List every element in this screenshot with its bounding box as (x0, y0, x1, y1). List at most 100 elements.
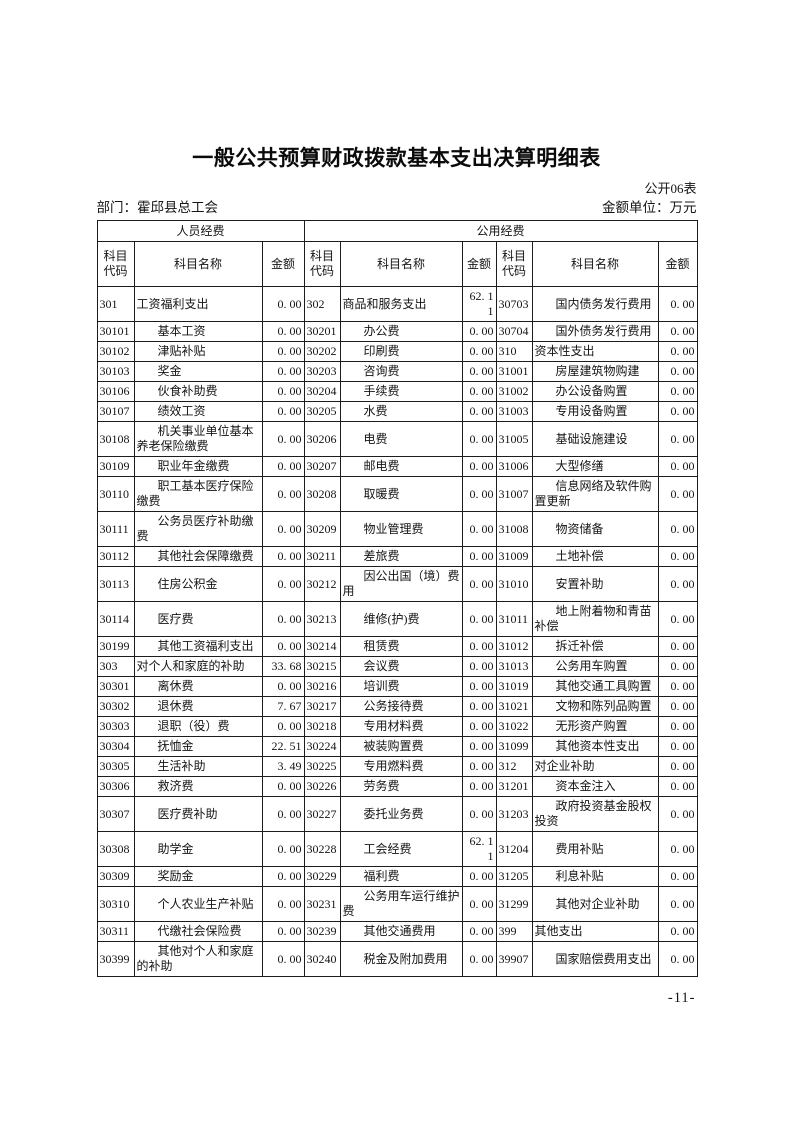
table-row: 30102 津贴补贴 0. 00 30202 印刷费 0. 00 310 资本性支出 0. 00 (96, 341, 698, 362)
column-header-subject-name: 科目名称 (339, 241, 463, 287)
subject-code-cell: 31203 (495, 796, 533, 832)
subject-name-cell: 其他工资福利支出 (133, 636, 263, 657)
amount-cell: 0. 00 (657, 421, 698, 457)
subject-code-cell: 31299 (495, 886, 533, 922)
table-row: 30302 退休费 7. 67 30217 公务接待费 0. 00 31021 文物和陈列品购… (96, 696, 698, 717)
subject-name-cell: 其他交通费用 (339, 921, 463, 942)
subject-code-cell: 31021 (495, 696, 533, 717)
subject-name-cell: 公务用车购置 (531, 656, 659, 677)
table-row: 30110 职工基本医疗保险缴费 0. 00 30208 取暖费 0. 00 31007 信息… (96, 476, 698, 512)
subject-name-cell: 信息网络及软件购置更新 (531, 476, 659, 512)
amount-cell: 0. 00 (657, 886, 698, 922)
subject-code-cell: 30108 (96, 421, 135, 457)
table-row: 30106 伙食补助费 0. 00 30204 手续费 0. 00 31002 办公设备购置 0… (96, 381, 698, 402)
amount-cell: 0. 00 (657, 921, 698, 942)
subject-name-cell: 办公设备购置 (531, 381, 659, 402)
table-row: 30307 医疗费补助 0. 00 30227 委托业务费 0. 00 31203 政府投资基… (96, 796, 698, 832)
subject-name-cell: 医疗费补助 (133, 796, 263, 832)
amount-cell: 0. 00 (657, 601, 698, 637)
table-row: 30199 其他工资福利支出 0. 00 30214 租赁费 0. 00 31012 拆迁补偿… (96, 636, 698, 657)
department-label: 部门：霍邱县总工会 (96, 200, 219, 215)
subject-code-cell: 30227 (303, 796, 341, 832)
subject-code-cell: 30112 (96, 546, 135, 567)
subject-name-cell: 会议费 (339, 656, 463, 677)
table-row: 30399 其他对个人和家庭的补助 0. 00 30240 税金及附加费用 0. 00 39… (96, 941, 698, 977)
subject-code-cell: 30202 (303, 341, 341, 362)
subject-name-cell: 对企业补助 (531, 756, 659, 777)
subject-code-cell: 30212 (303, 566, 341, 602)
amount-cell: 0. 00 (461, 796, 497, 832)
amount-cell: 0. 00 (657, 756, 698, 777)
subject-name-cell: 取暖费 (339, 476, 463, 512)
subject-name-cell: 个人农业生产补贴 (133, 886, 263, 922)
subject-name-cell: 公务员医疗补助缴费 (133, 511, 263, 547)
subject-code-cell: 31201 (495, 776, 533, 797)
subject-code-cell: 30107 (96, 401, 135, 422)
subject-code-cell: 399 (495, 921, 533, 942)
subject-code-cell: 30199 (96, 636, 135, 657)
subject-name-cell: 租赁费 (339, 636, 463, 657)
table-row: 30311 代缴社会保险费 0. 00 30239 其他交通费用 0. 00 399 其他支出… (96, 921, 698, 942)
subject-name-cell: 手续费 (339, 381, 463, 402)
column-header-subject-code: 科目代码 (495, 241, 533, 287)
subject-name-cell: 退职（役）费 (133, 716, 263, 737)
column-header-amount: 金额 (657, 241, 698, 287)
amount-cell: 0. 00 (261, 866, 305, 887)
subject-name-cell: 资本性支出 (531, 341, 659, 362)
subject-name-cell: 地上附着物和青苗补偿 (531, 601, 659, 637)
amount-cell: 0. 00 (461, 736, 497, 757)
subject-name-cell: 国家赔偿费用支出 (531, 941, 659, 977)
amount-cell: 0. 00 (461, 921, 497, 942)
amount-cell: 0. 00 (261, 796, 305, 832)
subject-name-cell: 基础设施建设 (531, 421, 659, 457)
subject-code-cell: 30209 (303, 511, 341, 547)
amount-cell: 0. 00 (657, 381, 698, 402)
subject-name-cell: 咨询费 (339, 361, 463, 382)
subject-name-cell: 被装购置费 (339, 736, 463, 757)
amount-cell: 0. 00 (657, 716, 698, 737)
subject-name-cell: 印刷费 (339, 341, 463, 362)
amount-cell: 0. 00 (657, 831, 698, 867)
subject-name-cell: 福利费 (339, 866, 463, 887)
amount-cell: 0. 00 (261, 831, 305, 867)
amount-cell: 0. 00 (461, 341, 497, 362)
subject-code-cell: 30301 (96, 676, 135, 697)
amount-cell: 0. 00 (657, 566, 698, 602)
subject-code-cell: 303 (96, 656, 135, 677)
subject-code-cell: 301 (96, 286, 135, 322)
table-row: 30108 机关事业单位基本养老保险缴费 0. 00 30206 电费 0. 00 3100… (96, 421, 698, 457)
column-header-row: 科目代码 科目名称 金额 科目代码 科目名称 金额 科目代码 科目名称 金额 (96, 241, 698, 287)
subject-name-cell: 委托业务费 (339, 796, 463, 832)
subject-name-cell: 工资福利支出 (133, 286, 263, 322)
subject-code-cell: 30111 (96, 511, 135, 547)
subject-name-cell: 专用材料费 (339, 716, 463, 737)
subject-code-cell: 30309 (96, 866, 135, 887)
table-row: 30306 救济费 0. 00 30226 劳务费 0. 00 31201 资本金注入 0. 0… (96, 776, 698, 797)
subject-code-cell: 31019 (495, 676, 533, 697)
amount-cell: 0. 00 (261, 511, 305, 547)
amount-cell: 0. 00 (261, 321, 305, 342)
subject-name-cell: 因公出国（境）费用 (339, 566, 463, 602)
amount-cell: 0. 00 (461, 756, 497, 777)
table-row: 30112 其他社会保障缴费 0. 00 30211 差旅费 0. 00 31009 土地补偿… (96, 546, 698, 567)
amount-cell: 0. 00 (261, 566, 305, 602)
amount-cell: 0. 00 (461, 656, 497, 677)
column-header-subject-code: 科目代码 (96, 241, 135, 287)
subject-code-cell: 30211 (303, 546, 341, 567)
subject-code-cell: 30308 (96, 831, 135, 867)
amount-cell: 0. 00 (461, 476, 497, 512)
subject-code-cell: 30229 (303, 866, 341, 887)
amount-cell: 3. 49 (261, 756, 305, 777)
amount-cell: 0. 00 (461, 716, 497, 737)
subject-name-cell: 基本工资 (133, 321, 263, 342)
subject-name-cell: 维修(护)费 (339, 601, 463, 637)
subject-name-cell: 政府投资基金股权投资 (531, 796, 659, 832)
subject-name-cell: 其他交通工具购置 (531, 676, 659, 697)
subject-code-cell: 30201 (303, 321, 341, 342)
amount-cell: 0. 00 (461, 696, 497, 717)
amount-cell: 0. 00 (657, 636, 698, 657)
amount-cell: 0. 00 (461, 886, 497, 922)
subject-code-cell: 30216 (303, 676, 341, 697)
amount-cell: 33. 68 (261, 656, 305, 677)
